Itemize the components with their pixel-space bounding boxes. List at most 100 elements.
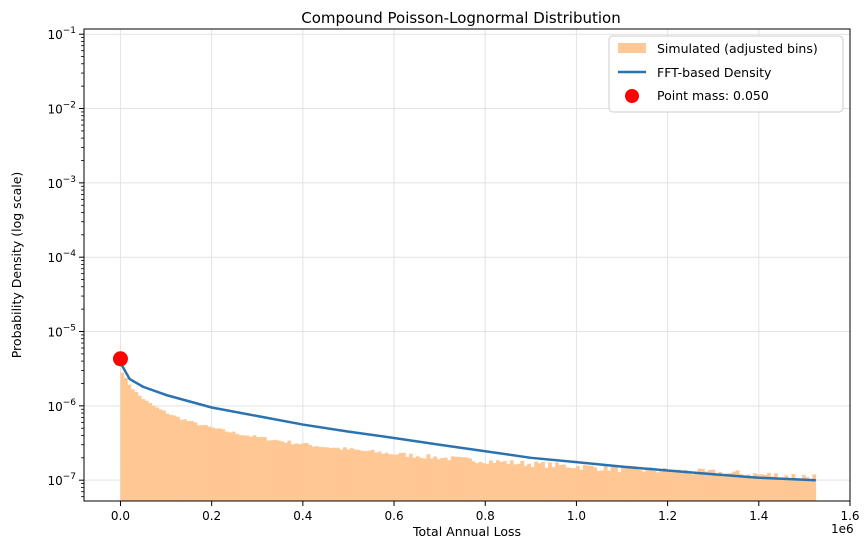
histogram-bar <box>172 415 177 501</box>
histogram-bar <box>457 456 462 501</box>
histogram-bar <box>304 442 309 501</box>
histogram-bar <box>231 431 236 501</box>
histogram-bar <box>454 456 459 501</box>
histogram-bar <box>513 464 518 501</box>
histogram-bar <box>635 467 639 501</box>
histogram-bar <box>478 461 483 501</box>
histogram-bar <box>721 476 726 501</box>
histogram-bar <box>384 452 389 501</box>
histogram-bar <box>499 461 504 501</box>
histogram-bar <box>141 399 146 501</box>
histogram-bar <box>346 449 351 501</box>
x-tick-label: 0.4 <box>293 509 312 523</box>
histogram-bar <box>781 477 785 501</box>
y-tick-label: 10−3 <box>47 175 76 191</box>
histogram-bar <box>221 429 226 501</box>
histogram-bar <box>311 446 316 501</box>
histogram-bar <box>711 469 716 501</box>
histogram-bar <box>228 432 233 501</box>
histogram-bar <box>659 471 664 501</box>
histogram-bar <box>297 444 302 501</box>
histogram-bar <box>169 414 173 501</box>
histogram-bar <box>628 465 632 501</box>
x-tick-label: 1.6 <box>840 509 859 523</box>
histogram-bar <box>249 436 253 501</box>
histogram-bar <box>137 395 142 501</box>
histogram-bar <box>238 435 243 501</box>
histogram-bar <box>162 410 166 501</box>
histogram-bar <box>151 405 156 501</box>
histogram-bar <box>183 419 187 501</box>
legend-point-label: Point mass: 0.050 <box>657 88 769 103</box>
histogram-bar <box>509 460 514 501</box>
legend-point-swatch <box>625 89 639 103</box>
histogram-bar <box>210 427 215 501</box>
histogram-bar <box>708 469 712 501</box>
histogram-bar <box>120 372 125 501</box>
histogram-bar <box>419 457 424 501</box>
histogram-bar <box>631 466 636 501</box>
x-offset-label: 1e6 <box>831 522 854 536</box>
legend-fft-label: FFT-based Density <box>657 65 772 80</box>
histogram-bar <box>443 457 448 501</box>
histogram-bar <box>377 451 382 501</box>
histogram-bar <box>645 468 650 501</box>
histogram-bar <box>791 474 796 501</box>
histogram-bar <box>158 409 163 501</box>
histogram-bar <box>770 476 775 501</box>
y-tick-label: 10−1 <box>47 26 76 42</box>
histogram-bar <box>655 472 660 501</box>
histogram-bar <box>367 450 372 501</box>
histogram-bar <box>280 441 285 501</box>
histogram-bar <box>242 435 246 501</box>
histogram-bar <box>214 428 219 501</box>
histogram-bar <box>652 470 657 501</box>
histogram-bar <box>548 462 552 501</box>
histogram-bar <box>450 456 455 501</box>
legend-hist-swatch <box>618 43 646 53</box>
histogram-bar <box>641 471 646 501</box>
histogram-bar <box>614 465 618 501</box>
histogram-bar <box>370 449 375 501</box>
y-tick-label: 10−2 <box>47 101 76 117</box>
histogram-bar <box>422 458 427 501</box>
fft-density-line <box>119 362 816 482</box>
histogram-bar <box>165 413 170 501</box>
histogram-bar <box>388 454 392 501</box>
fft-density-series <box>119 362 816 482</box>
histogram-bar <box>259 437 264 501</box>
histogram-bar <box>621 466 625 501</box>
histogram-bar <box>530 467 535 501</box>
histogram-bar <box>294 443 299 501</box>
histogram-bar <box>541 461 545 501</box>
histogram-bar <box>690 474 695 501</box>
histogram-bar <box>415 456 420 501</box>
histogram-bar <box>485 463 490 501</box>
histogram-bar <box>638 470 643 501</box>
y-tick-label: 10−7 <box>47 472 76 488</box>
histogram-bar <box>687 472 691 501</box>
histogram-bar <box>593 467 598 501</box>
histogram-bar <box>190 421 194 501</box>
histogram-bar <box>704 471 709 501</box>
histogram-bar <box>523 465 528 501</box>
point-mass-series <box>112 351 128 367</box>
histogram-bar <box>603 465 608 501</box>
histogram-bar <box>777 479 782 501</box>
histogram-bar <box>402 452 406 501</box>
histogram-bar <box>568 467 573 501</box>
histogram-bar <box>673 470 678 501</box>
histogram-bar <box>718 471 723 501</box>
x-tick-label: 0.2 <box>202 509 221 523</box>
histogram-bar <box>596 470 601 501</box>
histogram-bar <box>405 456 410 501</box>
histogram-bar <box>697 468 702 501</box>
histogram-bar <box>290 444 295 501</box>
histogram-bar <box>801 474 806 501</box>
histogram-bar <box>787 478 792 501</box>
legend-box <box>608 35 844 113</box>
histogram-bar <box>447 460 452 501</box>
chart-title: Compound Poisson-Lognormal Distribution <box>301 9 620 27</box>
y-tick-label: 10−6 <box>47 398 76 414</box>
histogram-bar <box>130 389 135 501</box>
